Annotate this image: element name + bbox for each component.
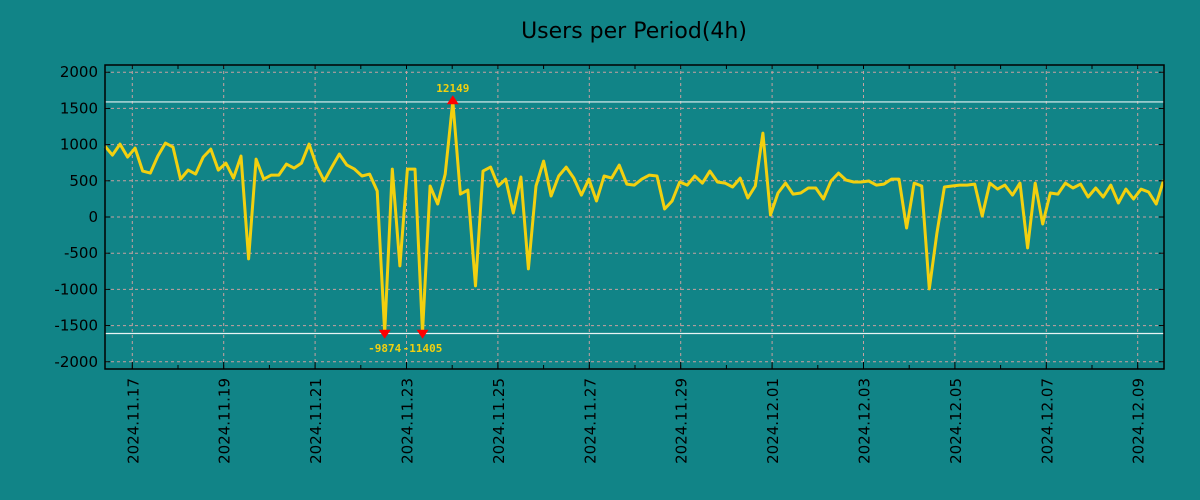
y-tick-label: -500 [64,244,98,262]
y-tick-label: 500 [69,172,98,190]
y-tick-label: 1000 [60,136,98,154]
y-tick-label: -1000 [54,280,98,298]
x-tick-label: 2024.11.21 [307,378,325,464]
x-tick-label: 2024.12.01 [764,378,782,464]
x-tick-label: 2024.11.25 [490,378,508,464]
x-tick-label: 2024.12.09 [1130,378,1148,464]
y-tick-label: -1500 [54,317,98,335]
x-tick-label: 2024.11.19 [216,378,234,464]
min-label: -9874 [368,342,401,355]
min-marker-icon [378,329,391,339]
y-tick-label: 0 [88,208,98,226]
reference-lines [105,101,1164,335]
x-tick-label: 2024.11.27 [581,378,599,464]
x-tick-label: 2024.12.07 [1038,378,1056,464]
x-tick-label: 2024.11.17 [124,378,142,464]
grid [105,65,1164,369]
max-label: 12149 [436,82,469,95]
y-tick-label: -2000 [54,353,98,371]
y-tick-label: 2000 [60,63,98,81]
y-tick-label: 1500 [60,99,98,117]
chart-title: Users per Period(4h) [521,19,747,44]
series-layer [103,99,1166,335]
x-tick-label: 2024.12.05 [947,378,965,464]
annotations: 12149 -9874 -11405 [368,82,469,355]
x-tick-label: 2024.12.03 [856,378,874,464]
axes: 2000 1500 1000 500 0 -500 -1000 -1500 -2000 2024.… [54,63,1164,464]
x-tick-label: 2024.11.23 [399,378,417,464]
x-tick-label: 2024.11.29 [673,378,691,464]
min-marker-icon [416,329,429,339]
plot-frame [104,64,1165,370]
max-marker-icon [446,95,459,105]
min-label: -11405 [403,342,443,355]
